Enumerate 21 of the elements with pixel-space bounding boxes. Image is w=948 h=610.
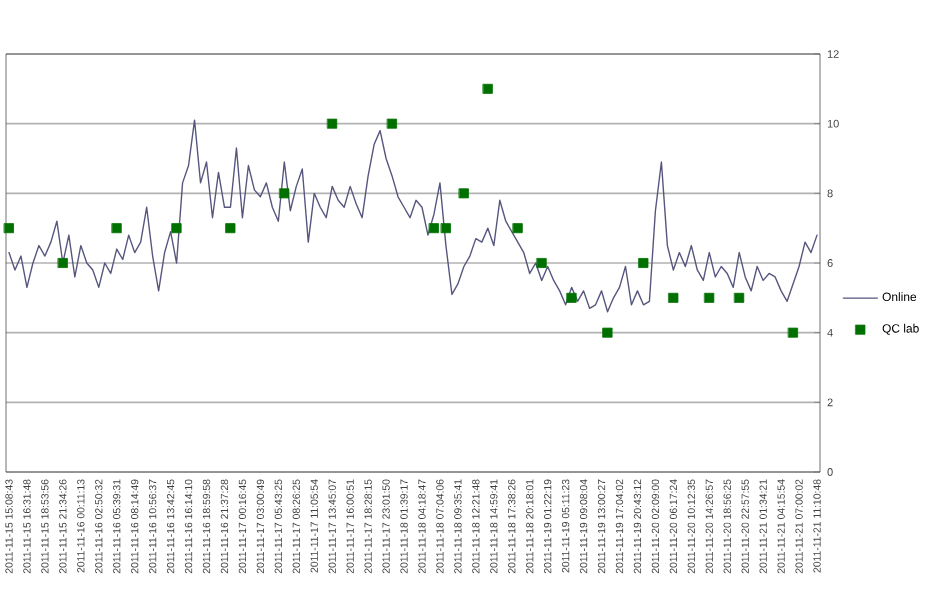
- point: [512, 223, 523, 234]
- point: [279, 188, 290, 199]
- point: [57, 258, 68, 268]
- point: [428, 223, 439, 234]
- point: [704, 292, 715, 303]
- point: [440, 223, 451, 234]
- point: [482, 83, 493, 94]
- point: [225, 223, 236, 234]
- point: [536, 258, 547, 268]
- point: [788, 327, 799, 338]
- point: [171, 223, 182, 234]
- point: [602, 327, 613, 338]
- point: [327, 118, 338, 129]
- point: [566, 292, 577, 303]
- point: [111, 223, 122, 234]
- point: [458, 188, 469, 199]
- point: [638, 258, 649, 268]
- point: [668, 292, 679, 303]
- point: [4, 223, 14, 234]
- point: [387, 118, 398, 129]
- point: [734, 292, 745, 303]
